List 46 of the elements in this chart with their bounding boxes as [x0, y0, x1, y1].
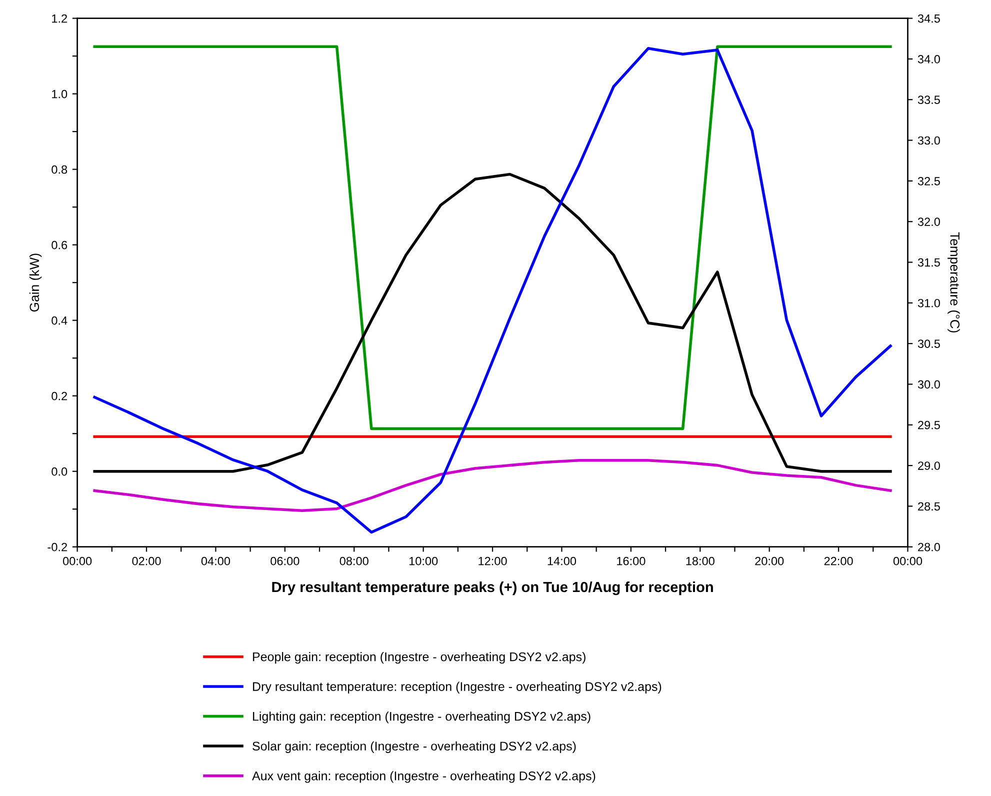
x-tick-label: 22:00: [824, 556, 853, 566]
y-tick-label: -0.2: [48, 542, 67, 552]
line-series: [93, 459, 892, 512]
x-tick-label: 00:00: [893, 556, 922, 566]
y2-axis-title: Temperature (°C): [948, 232, 960, 332]
x-tick-label: 16:00: [617, 556, 646, 566]
y2-tick-label: 31.0: [918, 298, 940, 308]
x-tick-label: 14:00: [548, 556, 576, 566]
y-tick-label: 0.2: [52, 392, 67, 400]
x-tick-label: 18:00: [686, 556, 714, 566]
y-tick-label: 0.8: [52, 165, 68, 174]
legend-label: Lighting gain: reception (Ingestre - overheating DSY2 v2.aps): [253, 712, 590, 724]
y2-tick-label: 28.5: [918, 502, 940, 511]
y-tick-label: 0.4: [52, 316, 68, 325]
y2-tick-label: 33.0: [918, 136, 940, 145]
y-tick-label: 0.6: [52, 240, 68, 250]
y2-tick-label: 34.0: [918, 55, 940, 64]
line-series: [93, 172, 892, 473]
legend-label: Aux vent gain: reception (Ingestre - overheating DSY2 v2.aps): [252, 771, 596, 783]
x-tick-label: 20:00: [755, 556, 784, 566]
y-tick-label: 0.0: [52, 467, 68, 476]
x-tick-label: 04:00: [201, 556, 230, 566]
y2-tick-label: 28.0: [918, 542, 940, 552]
line-series: [93, 47, 892, 534]
x-tick-label: 00:00: [62, 556, 92, 566]
y2-tick-label: 30.0: [918, 380, 940, 389]
x-tick-label: 06:00: [270, 556, 300, 566]
y2-tick-label: 31.5: [918, 258, 940, 267]
legend-label: Solar gain: reception (Ingestre - overheating DSY2 v2.aps): [252, 741, 576, 754]
y-tick-label: 1.2: [52, 14, 67, 23]
y-tick-label: 1.0: [52, 90, 68, 98]
y2-tick-label: 32.0: [918, 218, 940, 226]
x-axis-title: Dry resultant temperature peaks (+) on Tue 10/Aug for reception: [272, 581, 713, 596]
y2-tick-label: 29.5: [918, 420, 940, 430]
y2-tick-label: 29.0: [918, 462, 940, 470]
x-tick-label: 08:00: [340, 556, 368, 566]
y2-tick-label: 30.5: [918, 340, 940, 348]
x-tick-label: 10:00: [409, 556, 438, 566]
x-tick-label: 12:00: [478, 556, 507, 566]
x-tick-label: 02:00: [132, 556, 161, 566]
y2-tick-label: 33.5: [918, 96, 940, 104]
y-axis-title: Gain (kW): [29, 254, 42, 312]
y2-tick-label: 32.5: [918, 176, 940, 186]
legend-label: People gain: reception (Ingestre - overheating DSY2 v2.aps): [253, 652, 586, 664]
y2-tick-label: 34.5: [918, 14, 940, 23]
legend-label: Dry resultant temperature: reception (Ingestre - overheating DSY2 v2.aps): [253, 682, 662, 694]
